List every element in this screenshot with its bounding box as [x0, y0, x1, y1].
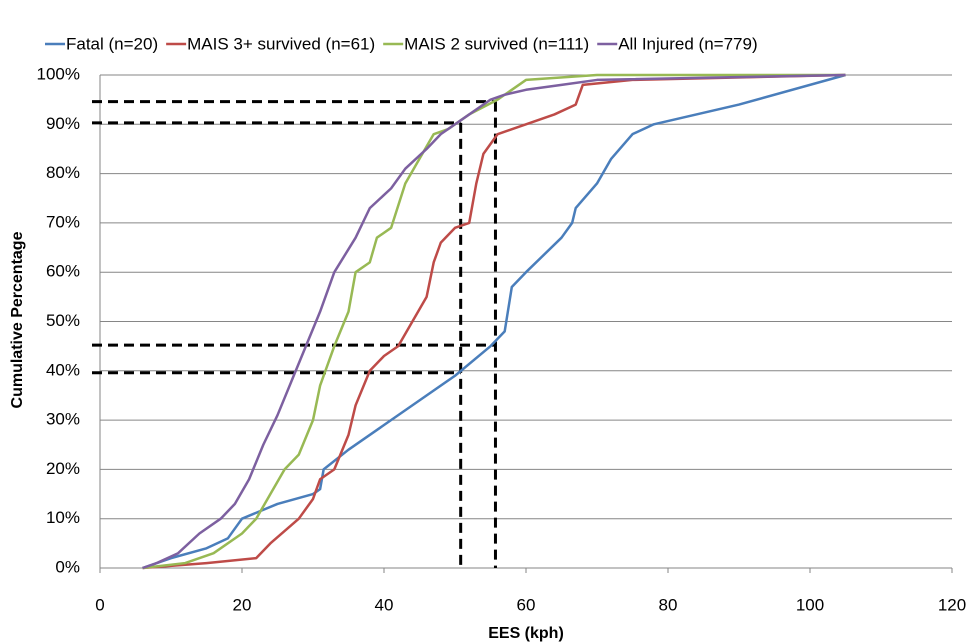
legend-label: All Injured (n=779) — [618, 34, 757, 53]
x-tick-label: 0 — [95, 595, 104, 614]
y-tick-label: 0% — [55, 557, 80, 576]
series-line — [142, 73, 846, 570]
y-tick-label: 50% — [46, 311, 80, 330]
y-tick-label: 90% — [46, 114, 80, 133]
legend-label: MAIS 2 survived (n=111) — [404, 34, 589, 53]
x-tick-label: 20 — [233, 595, 252, 614]
series-line — [142, 73, 846, 570]
y-tick-label: 30% — [46, 410, 80, 429]
x-tick-label: 40 — [375, 595, 394, 614]
x-tick-label: 60 — [517, 595, 536, 614]
x-tick-label: 100 — [796, 595, 824, 614]
y-tick-label: 60% — [46, 262, 80, 281]
y-tick-label: 80% — [46, 163, 80, 182]
y-tick-label: 10% — [46, 508, 80, 527]
y-tick-label: 100% — [37, 64, 80, 83]
x-tick-label: 120 — [938, 595, 966, 614]
series-line — [142, 73, 846, 570]
x-axis-label: EES (kph) — [488, 625, 564, 642]
x-tick-label: 80 — [659, 595, 678, 614]
series-line — [142, 73, 846, 570]
y-tick-label: 40% — [46, 360, 80, 379]
y-tick-label: 20% — [46, 459, 80, 478]
legend-label: Fatal (n=20) — [66, 34, 158, 53]
legend-label: MAIS 3+ survived (n=61) — [187, 34, 375, 53]
y-axis-label: Cumulative Percentage — [9, 231, 26, 408]
y-tick-label: 70% — [46, 212, 80, 231]
